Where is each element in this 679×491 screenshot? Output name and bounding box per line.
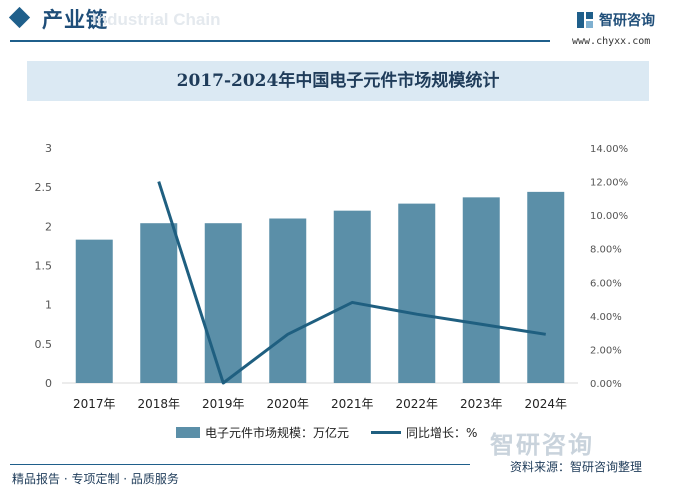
brand-logo-icon	[577, 12, 593, 28]
x-tick-label: 2020年	[266, 397, 309, 410]
header-divider	[10, 40, 550, 42]
y-left-tick-label: 2	[45, 220, 52, 233]
bar	[527, 191, 565, 383]
x-tick-label: 2021年	[331, 397, 374, 410]
y-right-tick-label: 10.00%	[590, 211, 628, 222]
y-right-tick-label: 6.00%	[590, 278, 622, 289]
chart-title-band: 2017-2024年中国电子元件市场规模统计	[27, 61, 649, 101]
footer-tagline: 精品报告 · 专项定制 · 品质服务	[12, 472, 179, 486]
chart-title: 2017-2024年中国电子元件市场规模统计	[176, 71, 500, 91]
y-left-tick-label: 2.5	[35, 181, 53, 194]
data-source: 资料来源：智研咨询整理	[510, 460, 643, 474]
y-left-tick-label: 1.5	[35, 260, 53, 273]
x-tick-label: 2023年	[460, 397, 503, 410]
y-right-tick-label: 4.00%	[590, 312, 622, 323]
y-right-tick-label: 14.00%	[590, 144, 628, 155]
bar	[462, 197, 500, 383]
x-tick-label: 2019年	[202, 397, 245, 410]
bar	[140, 223, 178, 383]
footer: 精品报告 · 专项定制 · 品质服务 资料来源：智研咨询整理	[0, 458, 679, 491]
y-right-tick-label: 8.00%	[590, 245, 622, 256]
section-title: 产业链	[42, 8, 108, 32]
x-tick-label: 2024年	[524, 397, 567, 410]
legend-line-swatch	[371, 431, 402, 434]
legend-line-label: 同比增长：%	[406, 426, 478, 440]
y-left-tick-label: 1	[45, 299, 52, 312]
header: 产业链 Industrial Chain 智研咨询 www.chyxx.com	[0, 0, 679, 48]
bar	[204, 223, 242, 383]
legend-bar-label: 电子元件市场规模：万亿元	[205, 426, 350, 440]
legend-bar-swatch	[176, 427, 200, 438]
combo-chart: 0 0.5 1 1.5 2 2.5 3 0.00% 2.00% 4.00% 6.00% 8.00% 10…	[35, 142, 629, 410]
brand-name: 智研咨询	[599, 13, 655, 29]
brand-logo: 智研咨询	[576, 10, 655, 30]
bar	[398, 203, 436, 383]
x-tick-label: 2018年	[137, 397, 180, 410]
x-tick-label: 2017年	[73, 397, 116, 410]
bar	[333, 210, 371, 383]
y-right-tick-label: 0.00%	[590, 379, 622, 390]
y-right-tick-label: 12.00%	[590, 178, 628, 189]
bar	[75, 239, 113, 383]
y-right-tick-label: 2.00%	[590, 345, 622, 356]
y-left-tick-label: 0.5	[35, 338, 53, 351]
y-left-tick-label: 3	[45, 142, 52, 155]
y-left-tick-label: 0	[45, 377, 52, 390]
site-url: www.chyxx.com	[572, 36, 651, 47]
chart-legend: 电子元件市场规模：万亿元 同比增长：%	[176, 424, 477, 441]
bar	[269, 218, 307, 383]
diamond-icon	[8, 6, 31, 29]
footer-divider	[10, 464, 470, 465]
header-watermark: Industrial Chain	[92, 10, 221, 29]
x-tick-label: 2022年	[395, 397, 438, 410]
footer-watermark: 智研咨询	[490, 431, 594, 459]
